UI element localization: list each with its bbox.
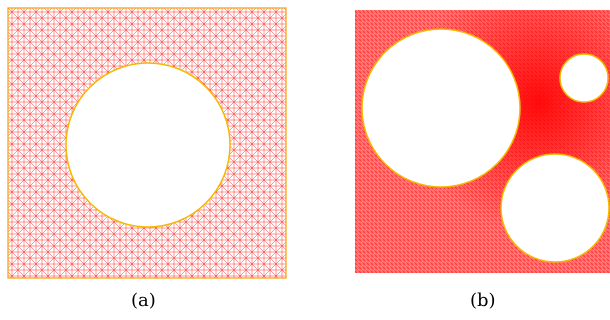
hole-a: [65, 62, 231, 228]
caption-b: (b): [470, 290, 496, 311]
panel-a: (a): [7, 7, 287, 311]
panel-b: (b): [355, 10, 610, 311]
caption-a: (a): [131, 290, 156, 311]
hole-small-b: [559, 53, 609, 103]
mesh-border-a: [7, 7, 287, 279]
hole-large-b: [361, 28, 521, 188]
hole-medium-b: [500, 153, 610, 263]
